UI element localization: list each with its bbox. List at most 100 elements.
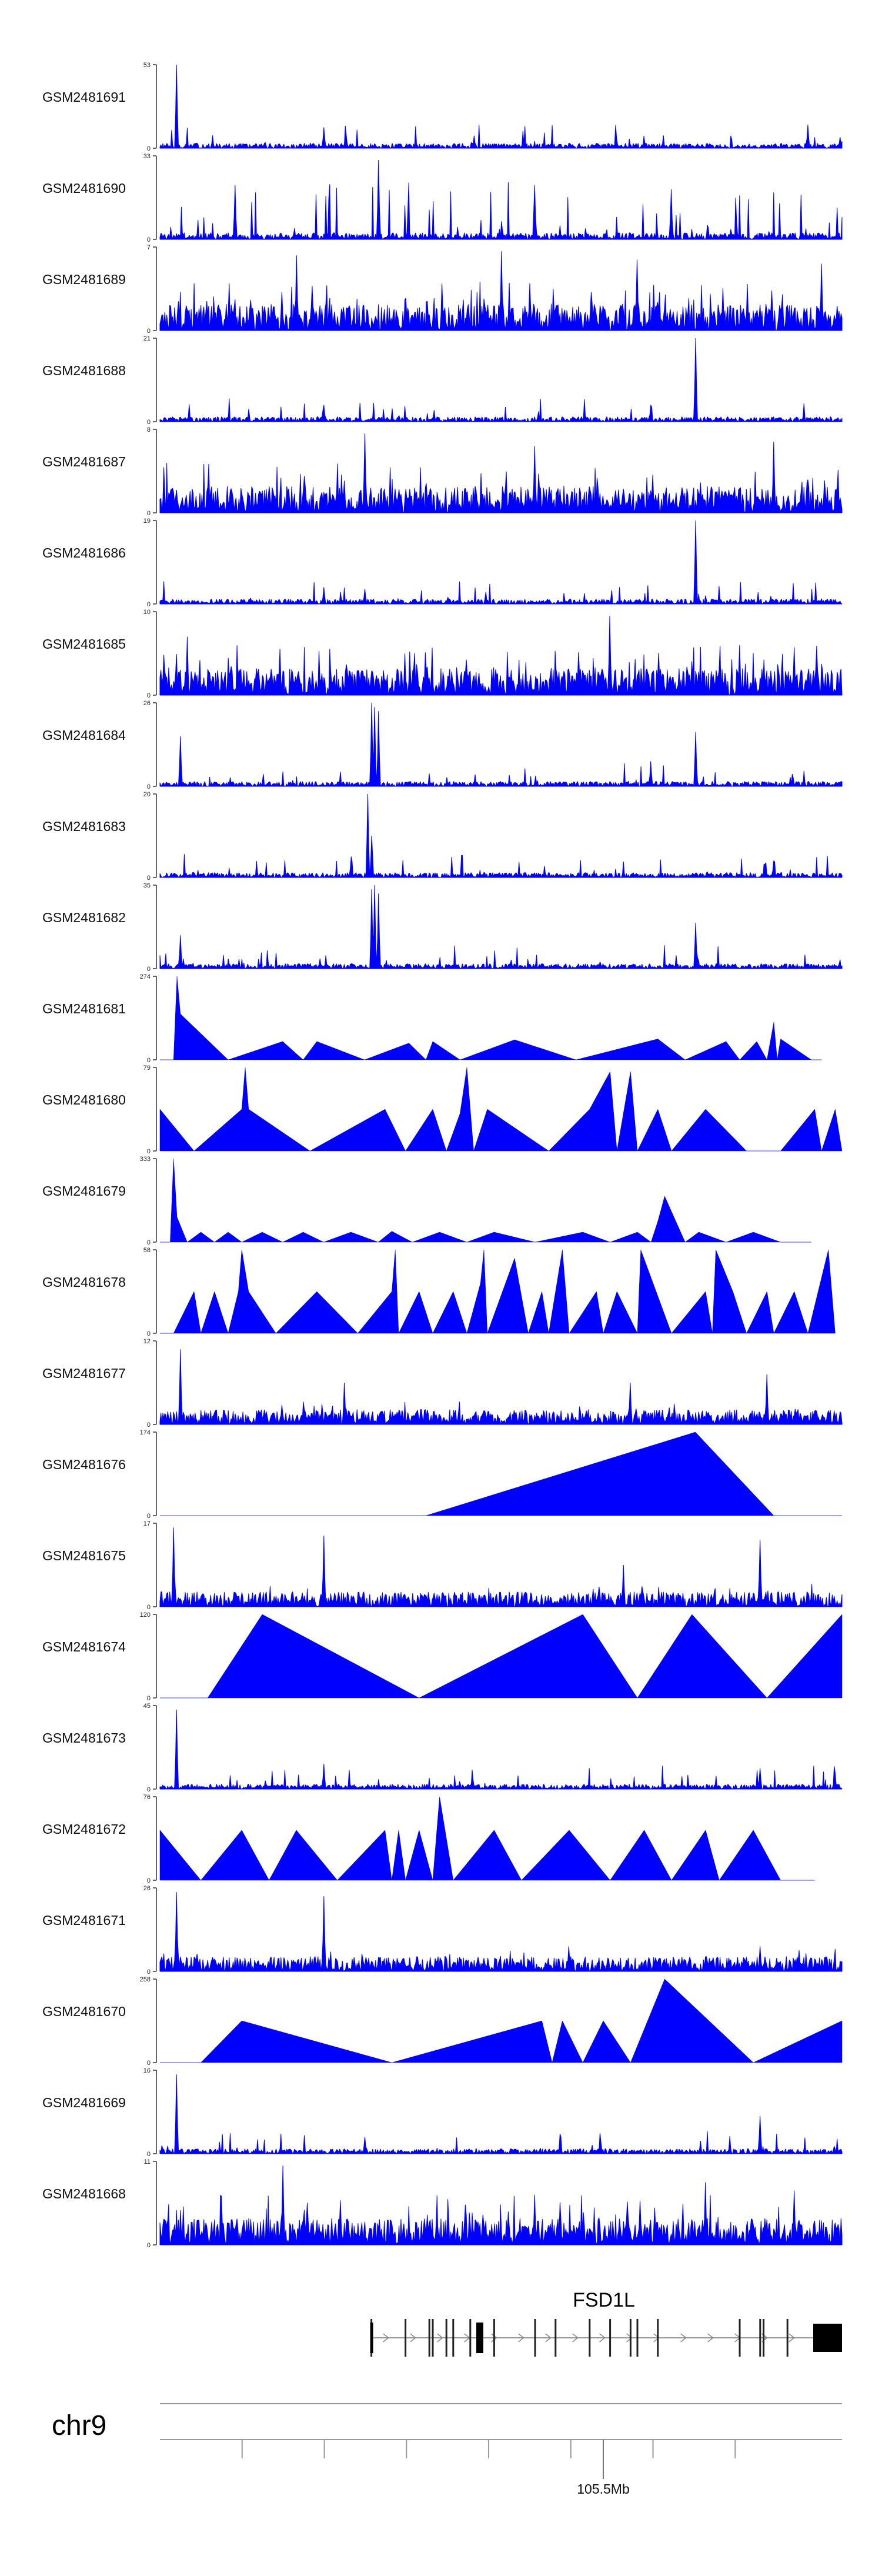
signal-area	[159, 64, 843, 149]
y-min-label: 0	[147, 328, 151, 335]
y-max-label: 21	[143, 335, 151, 342]
track-label: GSM2481675	[42, 1548, 126, 1563]
signal-area	[160, 976, 822, 1060]
track-label: GSM2481670	[42, 2004, 126, 2019]
gene-exon	[452, 2319, 455, 2357]
y-max-label: 333	[140, 1156, 151, 1163]
signal-area	[159, 433, 843, 513]
y-min-label: 0	[147, 1148, 151, 1155]
gene-track: FSD1L	[370, 2289, 842, 2357]
track-GSM2481681: GSM2481681 274 0	[42, 973, 822, 1064]
gene-exon	[493, 2319, 495, 2357]
signal-area	[159, 616, 843, 696]
signal-area	[160, 1158, 811, 1243]
track-label: GSM2481688	[42, 363, 126, 378]
y-max-label: 11	[144, 2158, 151, 2165]
track-label: GSM2481691	[42, 89, 126, 105]
gene-exon	[786, 2319, 789, 2357]
chromosome-label: chr9	[52, 2410, 106, 2441]
y-min-label: 0	[147, 783, 151, 790]
y-min-label: 0	[147, 1604, 151, 1611]
gene-exon-first	[370, 2323, 373, 2353]
track-GSM2481685: GSM2481685 10 0	[42, 609, 843, 699]
y-max-label: 274	[140, 973, 151, 980]
signal-area	[159, 793, 843, 878]
track-label: GSM2481677	[42, 1366, 126, 1381]
signal-area	[159, 702, 843, 787]
signal-area	[160, 1432, 842, 1516]
strand-arrow	[572, 2333, 579, 2343]
y-max-label: 45	[143, 1703, 151, 1710]
signal-tracks: GSM2481691530GSM2481690330GSM248168970GS…	[42, 62, 843, 2249]
chromosome-axis: chr9 105.5Mb	[52, 2403, 842, 2497]
signal-area	[159, 1349, 843, 1425]
y-min-label: 0	[147, 601, 151, 608]
strand-arrow	[491, 2333, 497, 2343]
track-GSM2481668: GSM2481668 11 0	[42, 2158, 843, 2249]
strand-arrow	[383, 2333, 389, 2343]
y-max-label: 16	[143, 2067, 151, 2074]
gene-exon	[609, 2319, 612, 2357]
signal-area	[159, 338, 843, 422]
y-max-label: 26	[143, 700, 151, 707]
track-label: GSM2481685	[42, 636, 126, 652]
track-GSM2481679: GSM2481679 333 0	[42, 1156, 811, 1246]
y-max-label: 8	[147, 426, 151, 433]
signal-area	[160, 1978, 843, 2063]
track-label: GSM2481684	[42, 728, 126, 743]
y-min-label: 0	[147, 1968, 151, 1976]
signal-area	[159, 1067, 843, 1152]
y-min-label: 0	[147, 1330, 151, 1337]
track-label: GSM2481668	[42, 2186, 126, 2201]
y-min-label: 0	[147, 1695, 151, 1702]
gene-exon	[589, 2319, 591, 2357]
y-max-label: 20	[143, 791, 151, 798]
signal-area	[159, 1796, 815, 1881]
y-max-label: 58	[143, 1247, 151, 1254]
y-min-label: 0	[147, 966, 151, 973]
y-min-label: 0	[147, 419, 151, 426]
y-min-label: 0	[147, 1239, 151, 1246]
track-GSM2481672: GSM2481672 76 0	[42, 1794, 815, 1884]
gene-exon	[759, 2319, 761, 2357]
track-GSM2481676: GSM2481676 174 0	[42, 1429, 842, 1520]
gene-exon	[432, 2319, 434, 2357]
y-min-label: 0	[147, 2151, 151, 2158]
track-GSM2481671: GSM2481671 26 0	[42, 1885, 843, 1976]
strand-arrow	[437, 2333, 443, 2343]
strand-arrow	[410, 2333, 416, 2343]
track-label: GSM2481689	[42, 272, 126, 287]
strand-arrow	[518, 2333, 524, 2343]
strand-arrow	[789, 2333, 795, 2343]
track-label: GSM2481681	[42, 1001, 126, 1016]
track-GSM2481690: GSM2481690 33 0	[42, 153, 843, 243]
track-label: GSM2481669	[42, 2095, 126, 2110]
track-GSM2481678: GSM2481678 58 0	[42, 1247, 836, 1337]
track-GSM2481683: GSM2481683 20 0	[42, 791, 843, 882]
gene-exon	[534, 2319, 536, 2357]
y-min-label: 0	[147, 692, 151, 699]
y-min-label: 0	[147, 1422, 151, 1429]
signal-area	[159, 1527, 843, 1607]
track-label: GSM2481680	[42, 1092, 126, 1107]
gene-exon	[469, 2319, 472, 2357]
y-min-label: 0	[147, 1877, 151, 1884]
y-min-label: 0	[147, 510, 151, 517]
axis-tick-label: 105.5Mb	[577, 2481, 630, 2497]
y-min-label: 0	[147, 236, 151, 243]
track-GSM2481682: GSM2481682 35 0	[42, 882, 843, 973]
y-max-label: 35	[143, 882, 151, 889]
track-GSM2481674: GSM2481674 120 0	[42, 1611, 843, 1702]
track-GSM2481669: GSM2481669 16 0	[42, 2067, 843, 2158]
gene-exon	[657, 2319, 659, 2357]
signal-area	[159, 2165, 843, 2245]
y-min-label: 0	[147, 875, 151, 882]
track-label: GSM2481679	[42, 1183, 126, 1199]
gene-exon	[629, 2319, 632, 2357]
strand-arrow	[626, 2333, 633, 2343]
gene-exon	[739, 2319, 741, 2357]
track-GSM2481691: GSM2481691 53 0	[42, 62, 843, 152]
gene-label: FSD1L	[573, 2289, 635, 2311]
y-max-label: 120	[140, 1611, 151, 1619]
